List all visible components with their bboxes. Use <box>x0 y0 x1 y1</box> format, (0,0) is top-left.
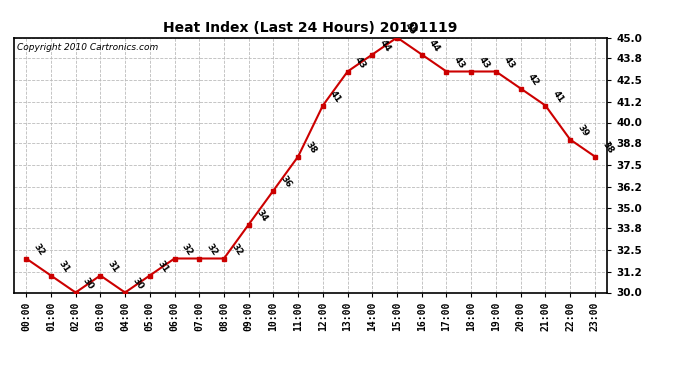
Text: Copyright 2010 Cartronics.com: Copyright 2010 Cartronics.com <box>17 43 158 52</box>
Text: 39: 39 <box>575 123 590 139</box>
Text: 41: 41 <box>551 89 566 105</box>
Text: 31: 31 <box>155 260 170 275</box>
Text: 34: 34 <box>254 208 269 224</box>
Title: Heat Index (Last 24 Hours) 20101119: Heat Index (Last 24 Hours) 20101119 <box>164 21 457 35</box>
Text: 43: 43 <box>477 55 491 71</box>
Text: 30: 30 <box>130 276 145 292</box>
Text: 43: 43 <box>353 55 368 71</box>
Text: 36: 36 <box>279 174 293 190</box>
Text: 38: 38 <box>600 140 615 156</box>
Text: 31: 31 <box>57 260 71 275</box>
Text: 45: 45 <box>402 21 417 37</box>
Text: 32: 32 <box>32 242 46 258</box>
Text: 43: 43 <box>452 55 466 71</box>
Text: 32: 32 <box>205 242 219 258</box>
Text: 32: 32 <box>180 242 195 258</box>
Text: 30: 30 <box>81 276 96 292</box>
Text: 44: 44 <box>427 38 442 54</box>
Text: 42: 42 <box>526 72 541 88</box>
Text: 44: 44 <box>378 38 393 54</box>
Text: 41: 41 <box>328 89 343 105</box>
Text: 38: 38 <box>304 140 318 156</box>
Text: 32: 32 <box>230 242 244 258</box>
Text: 43: 43 <box>502 55 516 71</box>
Text: 31: 31 <box>106 260 121 275</box>
